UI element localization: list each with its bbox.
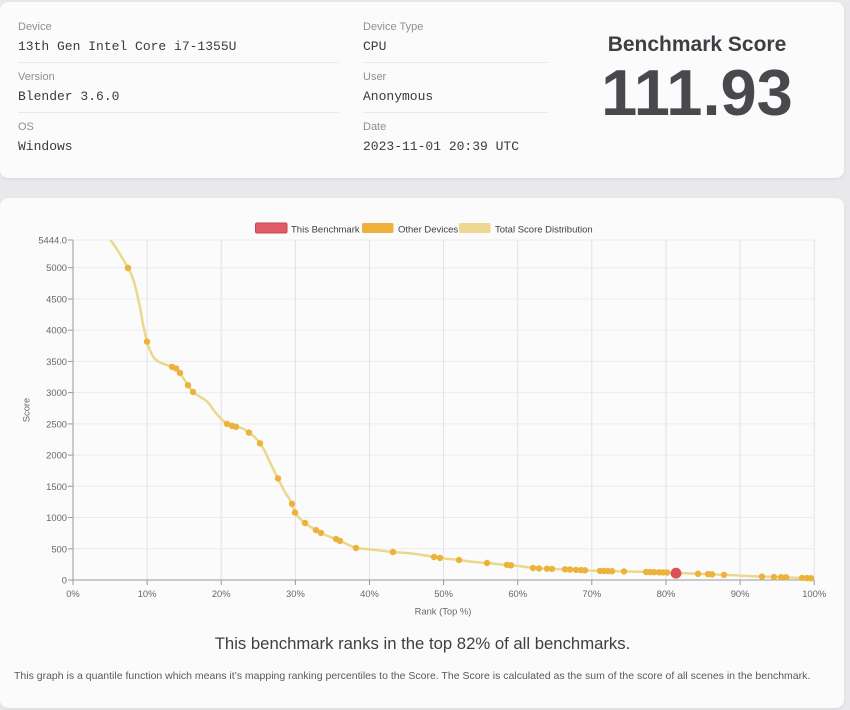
svg-text:1000: 1000	[46, 512, 67, 523]
svg-text:70%: 70%	[582, 588, 601, 599]
svg-text:This Benchmark: This Benchmark	[291, 225, 360, 236]
svg-text:30%: 30%	[286, 588, 305, 599]
svg-text:1500: 1500	[46, 481, 67, 492]
svg-text:20%: 20%	[212, 588, 231, 599]
svg-text:50%: 50%	[434, 588, 453, 599]
svg-text:100%: 100%	[802, 588, 826, 599]
svg-text:10%: 10%	[138, 588, 157, 599]
svg-text:2500: 2500	[46, 418, 67, 429]
svg-text:4500: 4500	[46, 294, 67, 305]
svg-text:Score: Score	[21, 398, 32, 423]
svg-text:Other Devices: Other Devices	[398, 225, 458, 236]
svg-text:5000: 5000	[46, 262, 67, 273]
svg-text:2000: 2000	[46, 450, 67, 461]
svg-text:Total Score Distribution: Total Score Distribution	[495, 225, 593, 236]
svg-text:3500: 3500	[46, 356, 67, 367]
svg-text:90%: 90%	[731, 588, 750, 599]
svg-text:4000: 4000	[46, 325, 67, 336]
svg-text:Rank (Top %): Rank (Top %)	[415, 606, 472, 617]
svg-text:3000: 3000	[46, 387, 67, 398]
svg-text:80%: 80%	[657, 588, 676, 599]
svg-text:60%: 60%	[508, 588, 527, 599]
svg-text:5444.0: 5444.0	[38, 235, 67, 246]
svg-text:0%: 0%	[66, 588, 80, 599]
svg-text:500: 500	[51, 543, 67, 554]
svg-text:0: 0	[62, 575, 67, 586]
svg-text:40%: 40%	[360, 588, 379, 599]
